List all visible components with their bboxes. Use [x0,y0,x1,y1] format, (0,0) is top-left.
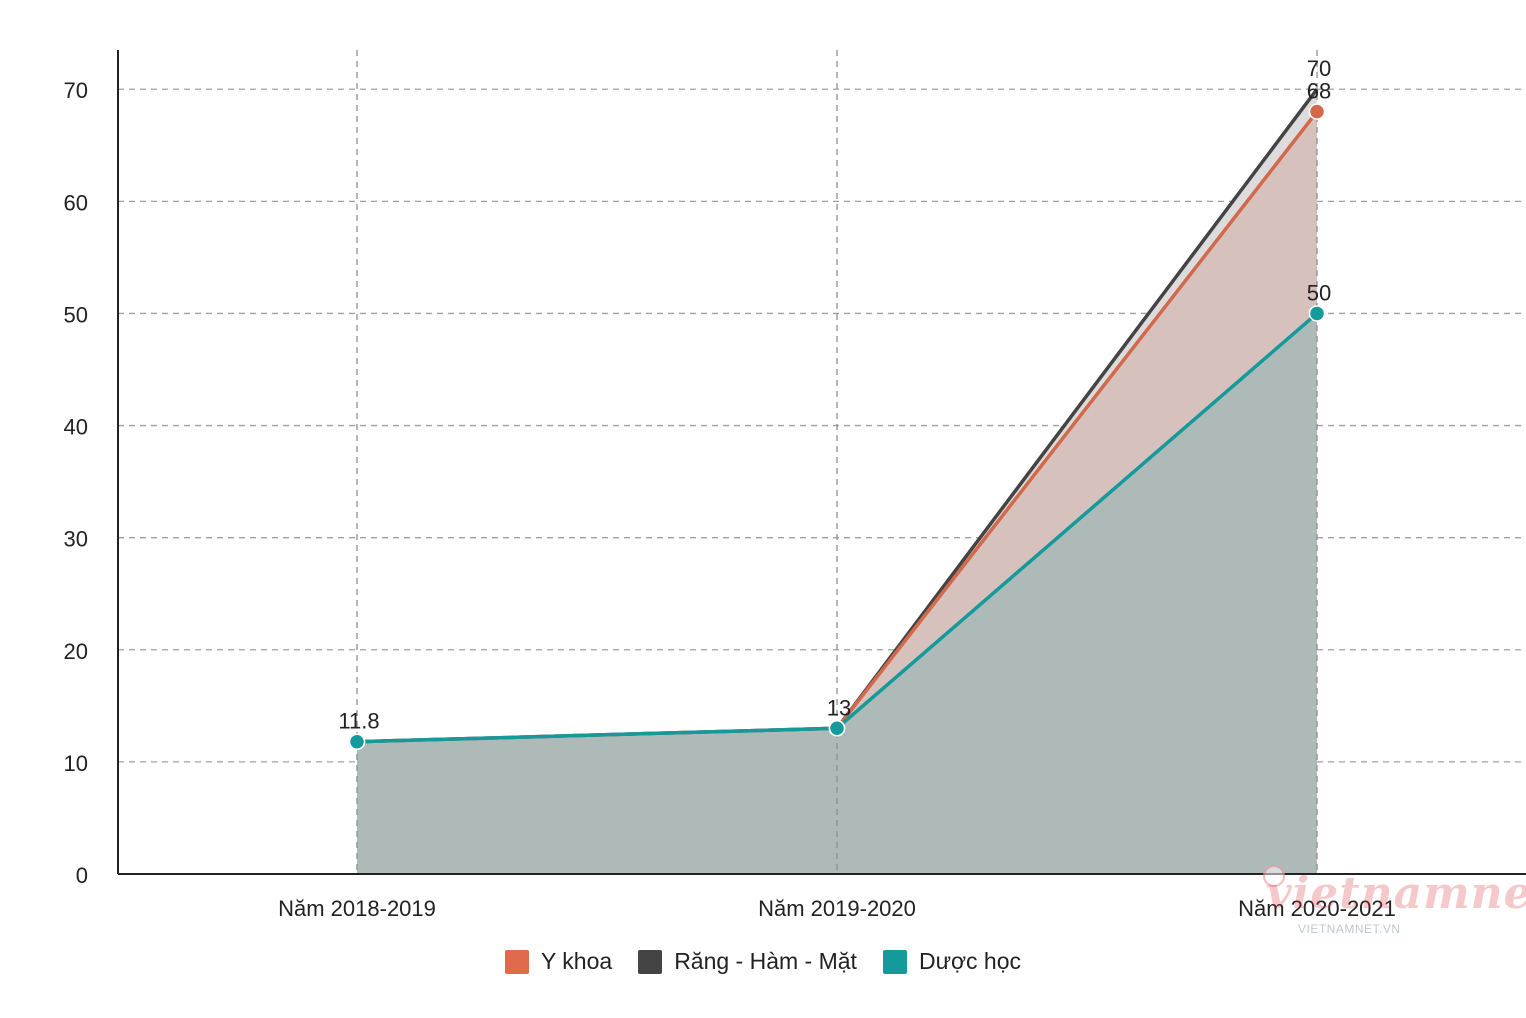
axes: 0 10 20 30 40 50 60 70 Năm 2018-2019 Năm 2019-202… [64,50,1526,921]
point-s2-2 [1308,305,1326,322]
y-tick-label-0: 0 [76,863,88,888]
y-tick-label-50: 50 [64,302,88,327]
legend: Y khoa Răng - Hàm - Mặt Dược học [0,948,1526,975]
y-tick-label-10: 10 [64,751,88,776]
legend-label-rang-ham-mat: Răng - Hàm - Mặt [674,948,857,974]
data-label-3: 68 [1307,79,1331,104]
data-label-1: 13 [827,695,851,720]
area-2 [357,313,1317,874]
data-label-4: 50 [1307,280,1331,305]
vietnamnet-watermark-logo: vietnamnet VIETNAMNET.VN [1226,865,1526,940]
data-points [348,103,1326,750]
legend-label-y-khoa: Y khoa [540,948,613,974]
area-fills [356,50,1318,875]
y-tick-label-40: 40 [64,415,88,440]
watermark-ring-icon [1263,865,1285,887]
grid-lines [118,88,1526,763]
legend-swatch-rang-ham-mat [638,949,663,974]
data-label-2: 70 [1307,56,1331,81]
x-tick-label-2: Năm 2020-2021 [1238,896,1396,921]
y-tick-label-20: 20 [64,639,88,664]
data-label-0: 11.8 [338,709,379,734]
y-tick-label-30: 30 [64,527,88,552]
y-tick-label-60: 60 [64,190,88,215]
x-tick-label-0: Năm 2018-2019 [278,896,436,921]
legend-item-y-khoa[interactable]: Y khoa [504,948,613,975]
y-tick-label-70: 70 [64,78,88,103]
legend-swatch-duoc-hoc [882,949,907,974]
watermark-main-text: vietnamnet [1266,868,1526,919]
watermark-sub-text: VIETNAMNET.VN [1298,922,1401,936]
point-s2-0 [348,733,366,750]
point-s2-1 [828,720,846,737]
point-s1-2 [1308,103,1326,120]
legend-item-duoc-hoc[interactable]: Dược học [882,948,1022,975]
legend-swatch-y-khoa [504,949,529,974]
legend-label-duoc-hoc: Dược học [918,948,1022,974]
x-tick-label-1: Năm 2019-2020 [758,896,916,921]
legend-item-rang-ham-mat[interactable]: Răng - Hàm - Mặt [638,948,857,975]
